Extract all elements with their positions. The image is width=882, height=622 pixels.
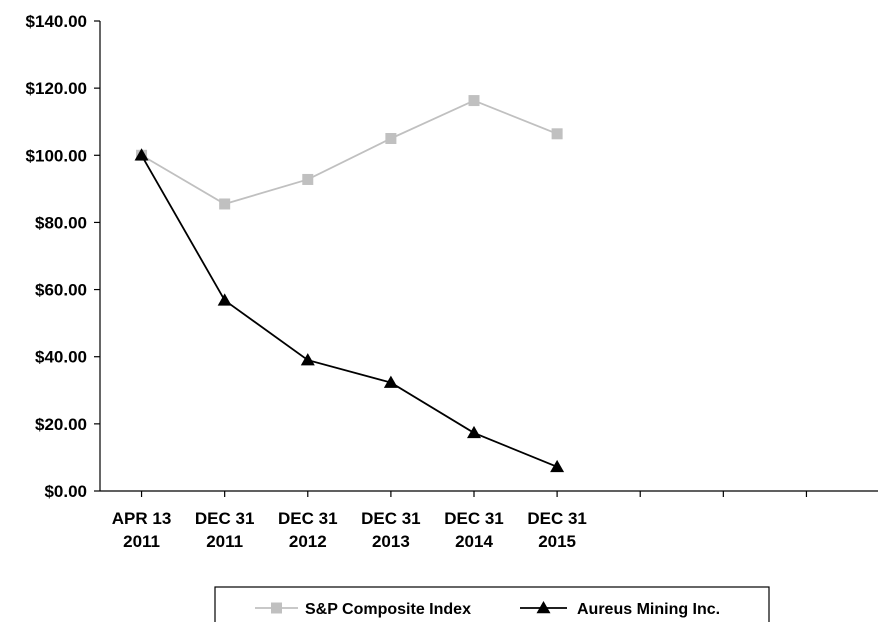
y-tick-label: $120.00: [26, 79, 87, 98]
y-tick-label: $140.00: [26, 12, 87, 31]
y-tick-label: $20.00: [35, 415, 87, 434]
data-point: [467, 425, 481, 439]
x-tick-label-year: 2011: [206, 532, 243, 551]
data-point: [300, 353, 315, 366]
series-aureus-mining: [134, 148, 565, 473]
x-tick-label: DEC 31: [444, 509, 504, 528]
data-point: [468, 95, 480, 107]
legend-label: Aureus Mining Inc.: [577, 601, 720, 618]
y-tick-label: $60.00: [35, 281, 87, 300]
x-tick-label: DEC 31: [361, 509, 421, 528]
x-tick-label-year: 2013: [372, 532, 410, 551]
legend-marker: [271, 602, 282, 614]
x-tick-label-year: 2012: [289, 532, 327, 551]
x-tick-label-year: 2014: [455, 532, 493, 551]
x-tick-label: DEC 31: [278, 509, 338, 528]
legend-item: Aureus Mining Inc.: [520, 601, 720, 618]
x-tick-label: APR 13: [112, 509, 172, 528]
data-point: [217, 293, 232, 306]
series-layer: [134, 95, 565, 473]
y-tick-label: $80.00: [35, 213, 87, 232]
y-tick-label: $0.00: [44, 482, 87, 501]
legend: S&P Composite Index Aureus Mining Inc.: [214, 586, 770, 622]
legend-marker: [536, 601, 551, 614]
data-point: [385, 133, 397, 144]
x-tick-label-year: 2015: [538, 532, 576, 551]
data-point: [134, 148, 149, 161]
y-axis: $0.00 $20.00 $40.00 $60.00 $80.00 $100.00 $120…: [26, 12, 101, 501]
x-tick-label-year: 2011: [123, 532, 160, 551]
data-point: [302, 173, 314, 185]
data-point: [551, 128, 563, 140]
series-line: [140, 154, 558, 468]
series-line: [141, 99, 558, 205]
y-tick-label: $100.00: [26, 146, 87, 165]
legend-label: S&P Composite Index: [305, 601, 471, 618]
data-point: [219, 198, 231, 210]
legend-box: [214, 586, 770, 622]
y-tick-label: $40.00: [35, 348, 87, 367]
x-axis: APR 13 2011 DEC 31 2011 DEC 31 2012 DEC 31 2013…: [100, 490, 878, 551]
data-point: [383, 375, 398, 388]
data-point: [550, 459, 565, 473]
x-tick-label: DEC 31: [195, 509, 255, 528]
x-tick-label: DEC 31: [527, 509, 587, 528]
series-sp-composite-index: [136, 95, 563, 210]
legend-item: S&P Composite Index: [255, 601, 471, 618]
